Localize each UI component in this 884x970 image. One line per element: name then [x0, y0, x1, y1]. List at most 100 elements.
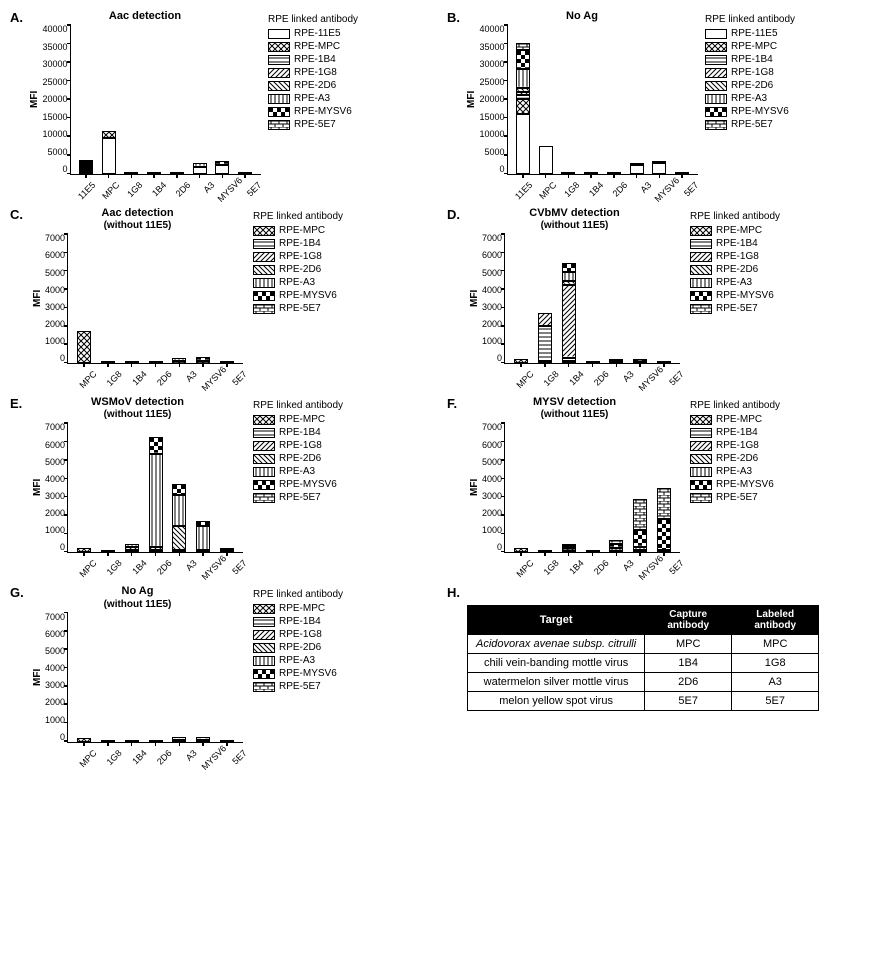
legend-item-1G8: RPE-1G8 [268, 66, 358, 79]
y-tick-label: 4000 [45, 285, 65, 295]
chart-title: CVbMV detection(without 11E5) [529, 207, 619, 231]
legend-swatch [268, 42, 290, 52]
bars-container [68, 422, 243, 552]
legend-swatch [705, 29, 727, 39]
bar-segment-1B4 [538, 326, 552, 361]
bar-segment-MPC [516, 99, 530, 114]
x-tick-label: 5E7 [677, 180, 701, 204]
bar-1B4 [120, 544, 144, 552]
legend-item-MYSV6: RPE-MYSV6 [253, 478, 343, 491]
legend-item-A3: RPE-A3 [253, 654, 343, 667]
legend-swatch [705, 55, 727, 65]
cell-capture: MPC [645, 635, 732, 654]
bar-segment-MPC [77, 331, 91, 364]
legend-label: RPE-A3 [716, 276, 752, 289]
legend-swatch [253, 278, 275, 288]
x-tick-labels: MPC1G81B42D6A3MYSV65E7 [64, 755, 247, 765]
cell-labeled: MPC [732, 635, 819, 654]
legend-label: RPE-MYSV6 [716, 478, 774, 491]
bar-segment-A3 [149, 454, 163, 547]
legend-swatch [690, 428, 712, 438]
bar-segment-11E5 [516, 114, 530, 174]
x-tick-label: MYSV6 [636, 558, 660, 582]
panel-G: G.No Ag(without 11E5)MFI7000600050004000… [10, 585, 437, 764]
y-tick-label: 5000 [45, 457, 65, 467]
legend-item-2D6: RPE-2D6 [253, 641, 343, 654]
legend-item-5E7: RPE-5E7 [690, 302, 780, 315]
legend-item-1B4: RPE-1B4 [253, 426, 343, 439]
legend-item-2D6: RPE-2D6 [705, 79, 795, 92]
legend-item-A3: RPE-A3 [705, 92, 795, 105]
x-tick-label: MYSV6 [199, 558, 223, 582]
y-tick-label: 30000 [479, 59, 504, 69]
y-tick-label: 3000 [45, 302, 65, 312]
legend-item-5E7: RPE-5E7 [253, 491, 343, 504]
legend-item-MYSV6: RPE-MYSV6 [705, 105, 795, 118]
bar-segment-MYSV6 [149, 437, 163, 454]
y-tick-label: 7000 [482, 422, 502, 432]
legend-item-MYSV6: RPE-MYSV6 [690, 289, 780, 302]
legend-label: RPE-5E7 [279, 302, 321, 315]
x-tick-label: 2D6 [149, 748, 173, 772]
chart-area: MFI70006000500040003000200010000 [32, 422, 243, 553]
plot-area [507, 24, 698, 175]
legend-label: RPE-1G8 [279, 439, 322, 452]
plot-area [67, 422, 243, 553]
y-tick-label: 4000 [45, 474, 65, 484]
legend-item-A3: RPE-A3 [690, 276, 780, 289]
bar-segment-A3 [516, 69, 530, 88]
bar-11E5 [512, 43, 535, 174]
legend-item-MYSV6: RPE-MYSV6 [253, 667, 343, 680]
legend-swatch [253, 304, 275, 314]
x-tick-label: 1G8 [536, 558, 560, 582]
x-tick-labels: 11E5MPC1G81B42D6A3MYSV65E7 [501, 187, 699, 197]
y-axis-label: MFI [29, 24, 40, 175]
bar-segment-11E5 [539, 146, 553, 174]
x-tick-label: A3 [174, 369, 198, 393]
legend-item-11E5: RPE-11E5 [705, 27, 795, 40]
x-tick-label: 1B4 [582, 180, 606, 204]
x-tick-label: MYSV6 [653, 180, 677, 204]
legend-item-2D6: RPE-2D6 [253, 263, 343, 276]
bar-segment-MYSV6 [562, 263, 576, 272]
y-axis-label: MFI [32, 612, 43, 743]
table-row: melon yellow spot virus5E75E7 [468, 692, 819, 711]
y-tick-label: 5000 [482, 457, 502, 467]
y-tick-label: 7000 [45, 422, 65, 432]
bar-segment-11E5 [102, 138, 116, 174]
legend-title: RPE linked antibody [690, 211, 780, 222]
y-axis-label: MFI [32, 233, 43, 364]
plot-area [67, 612, 243, 743]
legend-label: RPE-MPC [279, 224, 325, 237]
legend-title: RPE linked antibody [253, 211, 343, 222]
bar-A3 [167, 484, 191, 553]
legend-label: RPE-MYSV6 [279, 478, 337, 491]
legend-label: RPE-MPC [294, 40, 340, 53]
bar-A3 [188, 163, 211, 174]
bars-container [505, 422, 680, 552]
panel-letter: D. [447, 207, 460, 222]
y-tick-label: 20000 [479, 94, 504, 104]
legend-item-5E7: RPE-5E7 [705, 118, 795, 131]
legend-swatch [268, 55, 290, 65]
legend-item-2D6: RPE-2D6 [690, 452, 780, 465]
legend-item-2D6: RPE-2D6 [690, 263, 780, 276]
legend-swatch [253, 669, 275, 679]
legend-swatch [253, 630, 275, 640]
legend-item-MPC: RPE-MPC [253, 602, 343, 615]
panel-letter: E. [10, 396, 22, 411]
legend-label: RPE-MYSV6 [716, 289, 774, 302]
x-tick-label: MPC [74, 558, 98, 582]
y-tick-label: 3000 [45, 491, 65, 501]
legend-label: RPE-A3 [279, 654, 315, 667]
legend-label: RPE-MYSV6 [279, 289, 337, 302]
plot-area [70, 24, 261, 175]
x-tick-label: 2D6 [168, 180, 192, 204]
legend-item-MPC: RPE-MPC [253, 413, 343, 426]
bar-A3 [625, 163, 648, 174]
table-header: Captureantibody [645, 606, 732, 635]
x-tick-label: MPC [534, 180, 558, 204]
y-axis-label: MFI [466, 24, 477, 175]
legend-swatch [268, 107, 290, 117]
legend-swatch [253, 252, 275, 262]
